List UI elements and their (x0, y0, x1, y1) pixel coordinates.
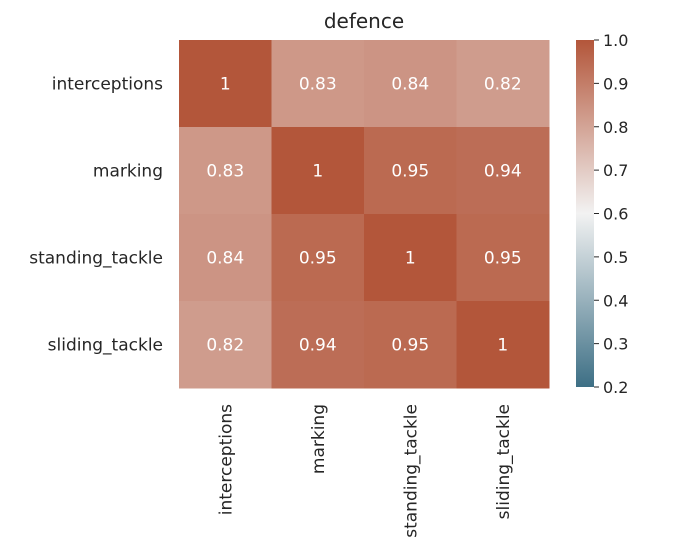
heatmap-cell (456, 301, 550, 389)
colorbar-tick-label: 0.3 (603, 335, 628, 354)
colorbar: 0.2 0.3 0.4 0.5 0.6 0.7 0.8 0.9 1.0 (576, 31, 628, 397)
colorbar-gradient (576, 40, 594, 387)
heatmap-cell (179, 301, 272, 389)
colorbar-tick-label: 0.8 (603, 118, 628, 137)
x-tick-label: interceptions (216, 404, 236, 515)
cell-annotation: 0.83 (206, 162, 244, 182)
cell-annotation: 0.95 (391, 162, 429, 182)
cell-annotation: 1 (312, 162, 323, 182)
colorbar-tick-label: 0.9 (603, 74, 628, 93)
heatmap-cell (271, 40, 365, 128)
cell-annotation: 0.95 (299, 249, 337, 269)
y-tick-label: marking (93, 162, 163, 182)
chart-title: defence (324, 9, 404, 33)
x-tick-label: sliding_tackle (494, 404, 514, 519)
cell-annotation: 0.82 (484, 75, 522, 95)
cell-annotation: 1 (220, 75, 231, 95)
cell-annotation: 0.94 (299, 336, 337, 356)
heatmap-cell (271, 127, 365, 215)
cell-annotation: 1 (405, 249, 416, 269)
cell-annotation: 0.84 (206, 249, 244, 269)
cell-annotation: 0.95 (484, 249, 522, 269)
heatmap-cells: 1 0.83 0.84 0.82 0.83 1 0.95 0.94 0.84 0.95 1 0.95 0… (179, 40, 550, 389)
colorbar-tick-label: 0.7 (603, 161, 628, 180)
cell-annotation: 0.84 (391, 75, 429, 95)
heatmap-cell (271, 301, 365, 389)
cell-annotation: 0.82 (206, 336, 244, 356)
cell-annotation: 0.94 (484, 162, 522, 182)
heatmap-cell (179, 40, 272, 128)
x-tick-label: marking (309, 404, 329, 474)
colorbar-tick-label: 0.4 (603, 291, 628, 310)
cell-annotation: 1 (497, 336, 508, 356)
x-tick-label: standing_tackle (401, 404, 421, 538)
cell-annotation: 0.95 (391, 336, 429, 356)
colorbar-tick-label: 0.2 (603, 378, 628, 397)
colorbar-tick-label: 1.0 (603, 31, 628, 50)
heatmap-cell (271, 214, 365, 302)
heatmap-cell (364, 40, 457, 128)
heatmap-cell (179, 127, 272, 215)
heatmap-cell (456, 127, 550, 215)
y-axis-labels: interceptions marking standing_tackleslidi… (29, 75, 163, 356)
colorbar-tick-label: 0.5 (603, 248, 628, 267)
heatmap-cell (364, 127, 457, 215)
colorbar-tick-label: 0.6 (603, 205, 628, 224)
y-tick-label: standing_tackle (29, 249, 163, 269)
heatmap-cell (456, 214, 550, 302)
y-tick-label: interceptions (52, 75, 163, 95)
cell-annotation: 0.83 (299, 75, 337, 95)
heatmap-cell (364, 301, 457, 389)
heatmap-cell (364, 214, 457, 302)
x-axis-labels: interceptions marking standing_tackle slidi… (216, 404, 514, 538)
y-tick-label: sliding_tackle (48, 336, 163, 356)
heatmap-cell (456, 40, 550, 128)
heatmap-cell (179, 214, 272, 302)
